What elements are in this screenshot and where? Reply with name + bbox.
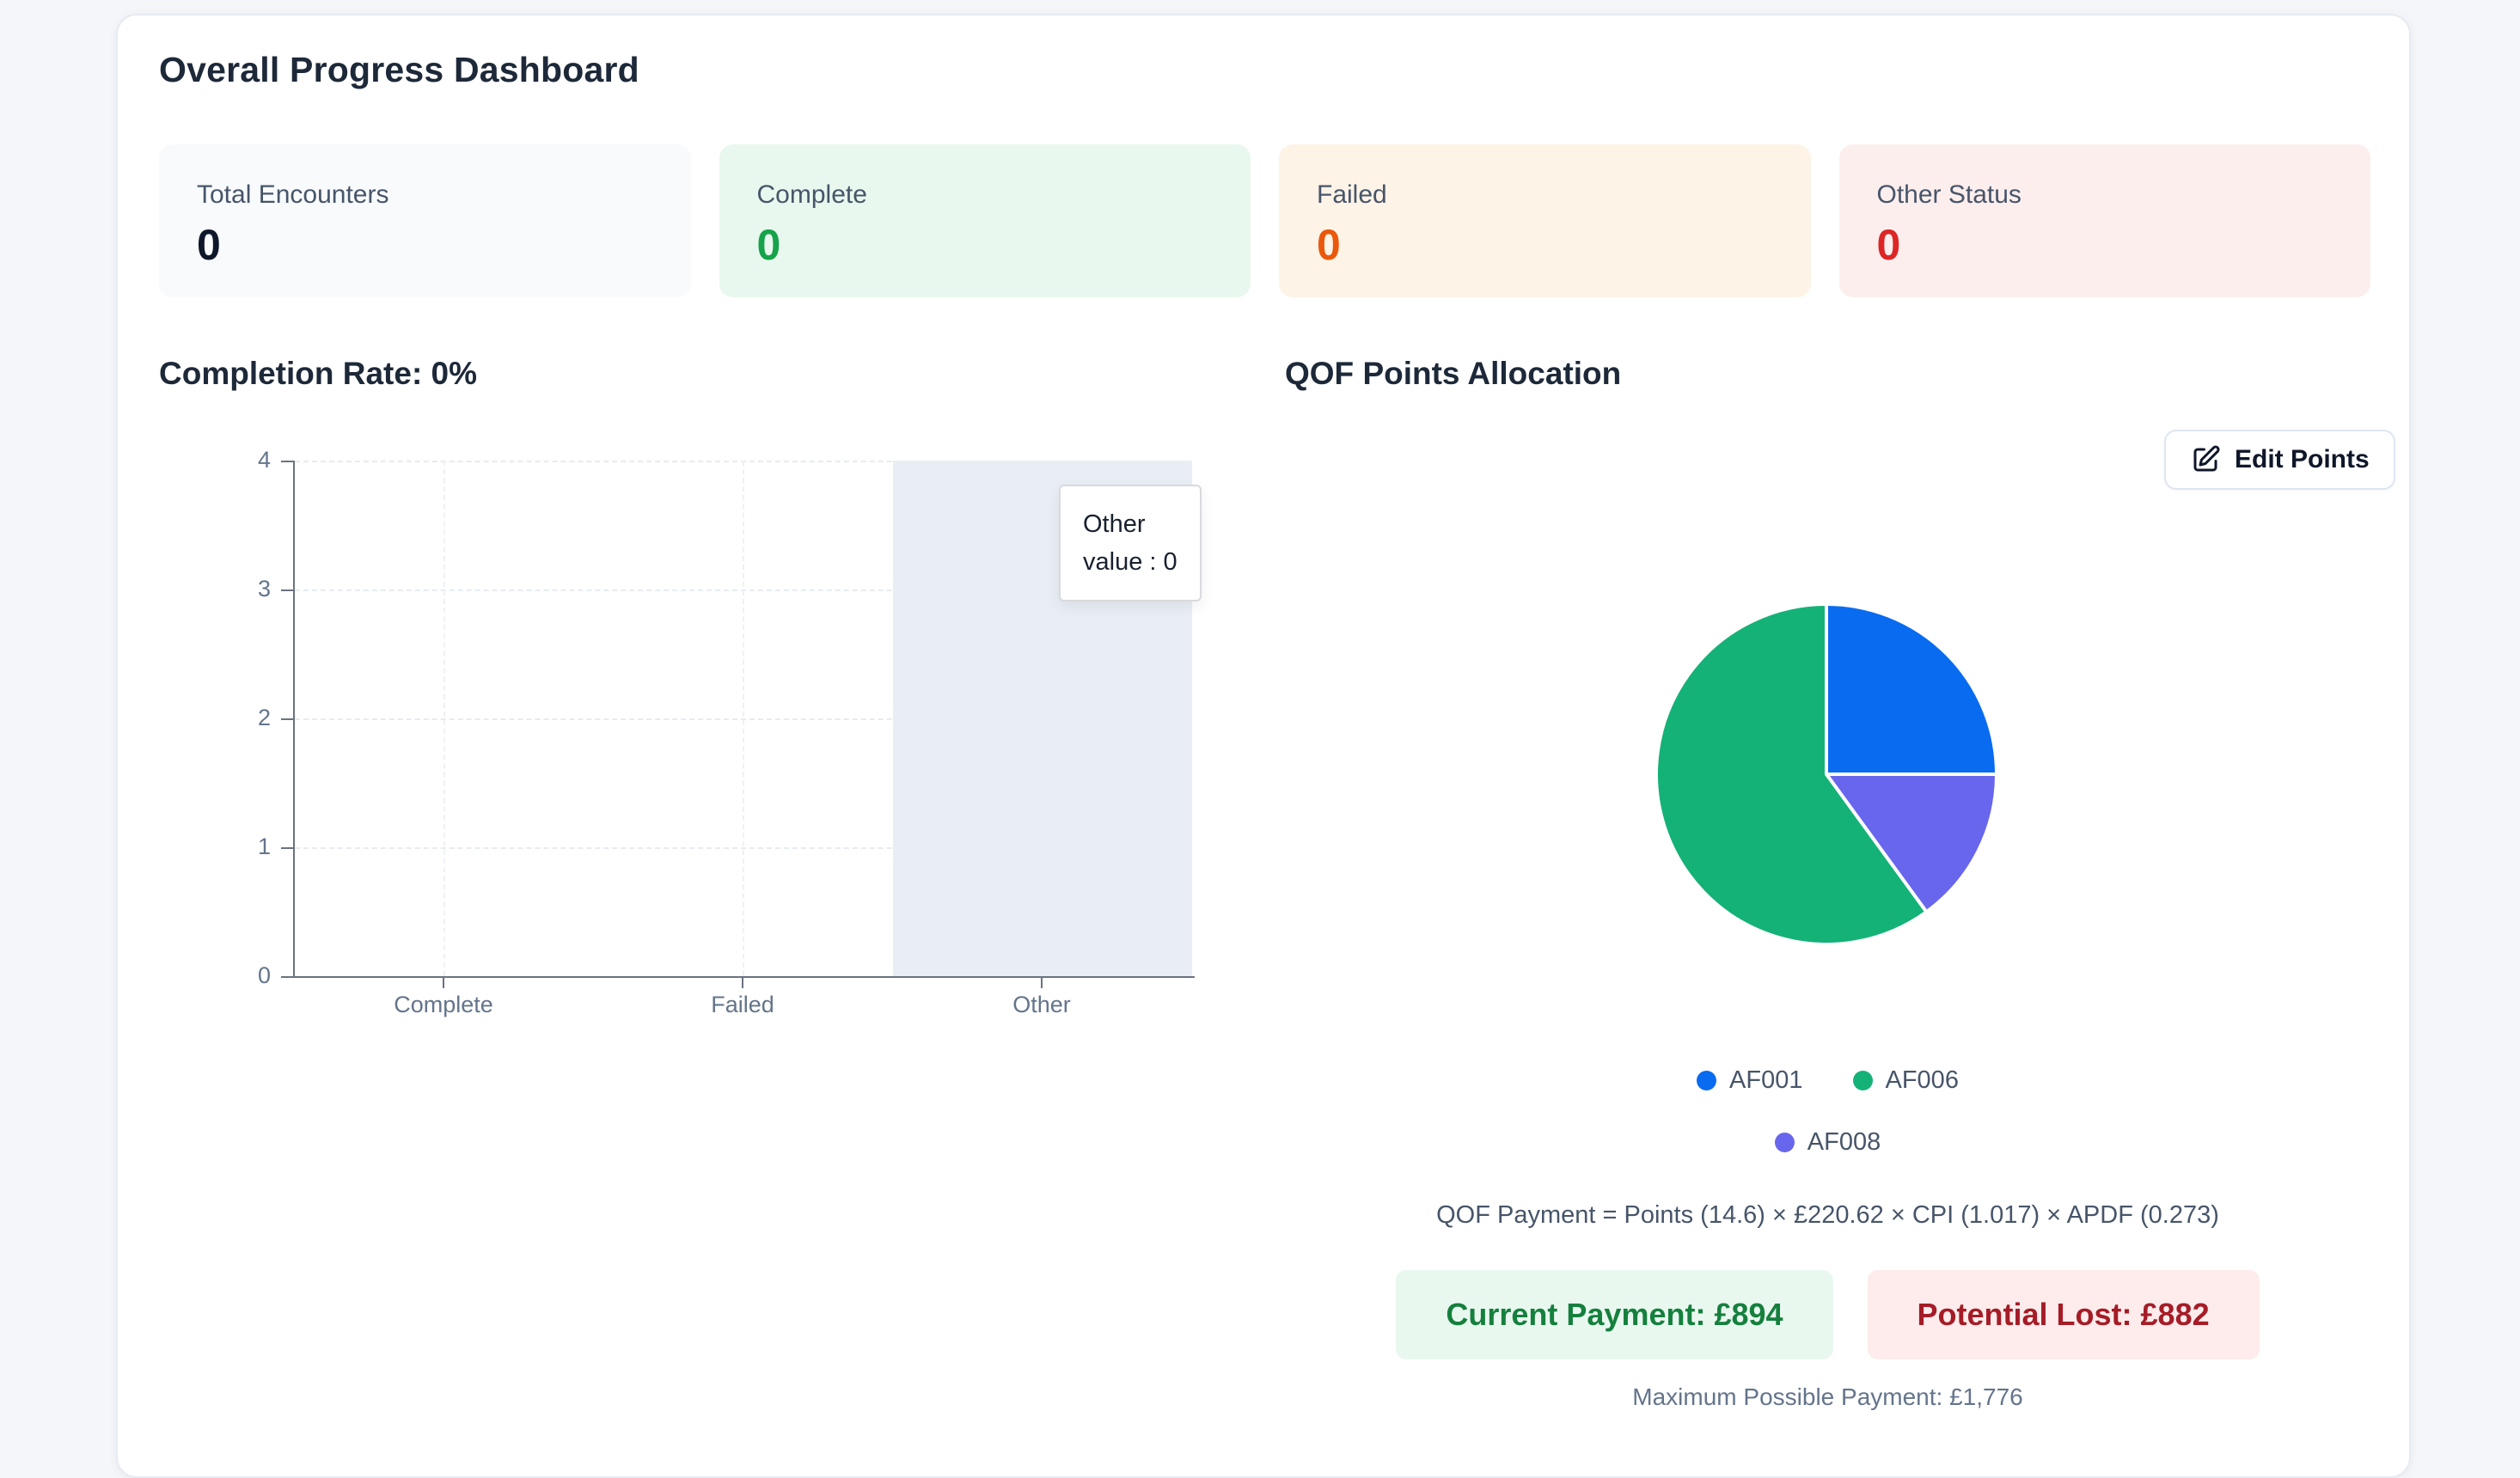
payments-row: Current Payment: £894 Potential Lost: £8… — [1285, 1270, 2370, 1359]
y-tick — [281, 976, 293, 978]
y-axis-line — [293, 461, 295, 978]
v-gridline — [743, 461, 744, 976]
stat-label: Other Status — [1876, 180, 2022, 209]
edit-icon — [2193, 445, 2220, 472]
pie-legend-row-2: AF008 — [1285, 1128, 2370, 1157]
legend-dot-icon — [1852, 1071, 1873, 1090]
qof-payment-formula: QOF Payment = Points (14.6) × £220.62 × … — [1436, 1201, 2219, 1229]
stat-label: Total Encounters — [197, 180, 389, 209]
legend-item-af006[interactable]: AF006 — [1852, 1066, 1959, 1095]
y-tick — [281, 589, 293, 591]
completion-rate-title: Completion Rate: 0% — [159, 356, 478, 391]
y-axis-label: 4 — [257, 447, 271, 473]
legend-dot-icon — [1774, 1133, 1795, 1152]
y-tick — [281, 718, 293, 720]
qof-points-title: QOF Points Allocation — [1285, 356, 1622, 391]
x-axis-label: Failed — [711, 992, 774, 1017]
stat-value: 0 — [197, 221, 221, 269]
legend-item-af008[interactable]: AF008 — [1774, 1128, 1881, 1157]
max-payment-text: Maximum Possible Payment: £1,776 — [1632, 1383, 2023, 1410]
x-axis-label: Complete — [394, 992, 493, 1017]
tooltip-value: value : 0 — [1083, 548, 1177, 576]
legend-item-af001[interactable]: AF001 — [1697, 1066, 1803, 1095]
x-axis-line — [283, 976, 1195, 978]
v-gridline — [443, 461, 445, 976]
pie-legend-row-1: AF001 AF006 — [1285, 1066, 2370, 1095]
potential-lost-badge: Potential Lost: £882 — [1867, 1270, 2260, 1359]
current-payment-badge: Current Payment: £894 — [1396, 1270, 1833, 1359]
stat-label: Complete — [756, 180, 867, 209]
edit-points-button[interactable]: Edit Points — [2164, 430, 2395, 490]
stat-card-complete: Complete 0 — [719, 144, 1251, 297]
stat-value: 0 — [1876, 221, 1901, 269]
pie-slice-af006[interactable] — [1655, 602, 1929, 946]
edit-points-label: Edit Points — [2235, 445, 2370, 473]
x-tick — [1041, 978, 1043, 988]
x-tick — [443, 978, 444, 988]
y-axis-label: 3 — [257, 576, 271, 602]
y-tick — [281, 847, 293, 849]
stats-row: Total Encounters 0 Complete 0 Failed 0 O… — [159, 144, 2370, 297]
qof-pie-chart[interactable] — [1646, 594, 2007, 955]
y-axis-label: 1 — [257, 834, 271, 859]
y-axis-label: 2 — [257, 705, 271, 730]
stat-label: Failed — [1317, 180, 1387, 209]
chart-tooltip: Other value : 0 — [1059, 485, 1202, 602]
stat-value: 0 — [756, 221, 781, 269]
page-title: Overall Progress Dashboard — [159, 50, 639, 89]
legend-label: AF008 — [1807, 1128, 1881, 1156]
pie-slice-af008[interactable] — [1825, 773, 1998, 914]
legend-dot-icon — [1697, 1071, 1717, 1090]
pie-slice-af001[interactable] — [1825, 602, 1998, 776]
legend-label: AF001 — [1729, 1066, 1803, 1094]
legend-label: AF006 — [1885, 1066, 1959, 1094]
tooltip-category: Other — [1083, 510, 1146, 538]
qof-pie-svg — [1655, 602, 1998, 946]
stat-card-other-status: Other Status 0 — [1838, 144, 2370, 297]
x-tick — [742, 978, 743, 988]
stat-card-failed: Failed 0 — [1279, 144, 1811, 297]
y-axis-label: 0 — [257, 962, 271, 988]
dashboard-page: Overall Progress Dashboard Total Encount… — [116, 14, 2411, 1478]
y-tick — [281, 461, 293, 462]
stat-card-total-encounters: Total Encounters 0 — [159, 144, 691, 297]
stat-value: 0 — [1317, 221, 1341, 269]
x-axis-label: Other — [1012, 992, 1071, 1017]
